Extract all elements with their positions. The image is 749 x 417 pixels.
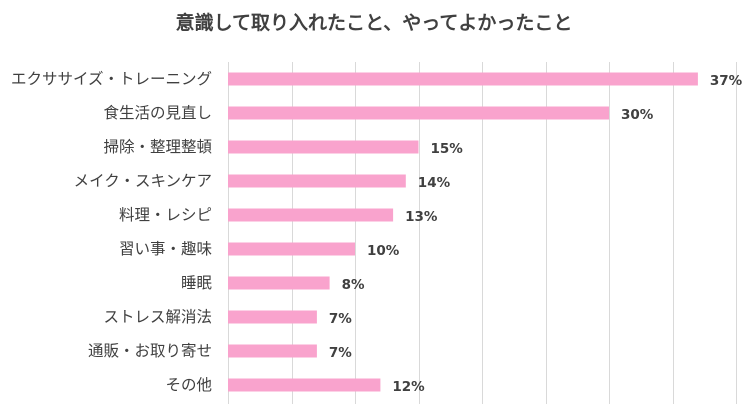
category-label: 食生活の見直し	[103, 104, 212, 122]
bar	[228, 276, 330, 290]
bar	[228, 140, 419, 154]
value-label: 15%	[431, 141, 464, 157]
category-label: 習い事・趣味	[119, 240, 212, 258]
category-labels: エクササイズ・トレーニング食生活の見直し掃除・整理整頓メイク・スキンケア料理・レ…	[11, 70, 213, 394]
value-label: 37%	[710, 73, 743, 89]
category-label: 睡眠	[181, 274, 213, 292]
bar	[228, 242, 355, 256]
chart-title: 意識して取り入れたこと、やってよかったこと	[176, 11, 573, 34]
bar	[228, 72, 698, 86]
bar	[228, 310, 317, 324]
value-label: 10%	[367, 243, 400, 259]
value-label: 12%	[392, 379, 425, 395]
bar	[228, 106, 609, 120]
bar	[228, 208, 394, 222]
bar	[228, 378, 381, 392]
bar	[228, 174, 406, 188]
value-label: 8%	[342, 277, 365, 293]
bar	[228, 344, 317, 358]
category-label: その他	[165, 376, 212, 394]
value-label: 7%	[329, 345, 352, 361]
value-label: 13%	[405, 209, 438, 225]
category-label: エクササイズ・トレーニング	[11, 70, 212, 88]
category-label: 掃除・整理整頓	[103, 138, 212, 156]
category-label: 料理・レシピ	[119, 206, 212, 224]
value-label: 30%	[621, 107, 654, 123]
category-label: ストレス解消法	[103, 308, 212, 326]
value-label: 7%	[329, 311, 352, 327]
value-label: 14%	[418, 175, 451, 191]
bars	[228, 72, 698, 392]
category-label: メイク・スキンケア	[74, 172, 212, 190]
category-label: 通販・お取り寄せ	[88, 342, 212, 360]
value-labels: 37% 30% 15% 14% 13% 10% 8% 7% 7% 12%	[329, 73, 743, 395]
